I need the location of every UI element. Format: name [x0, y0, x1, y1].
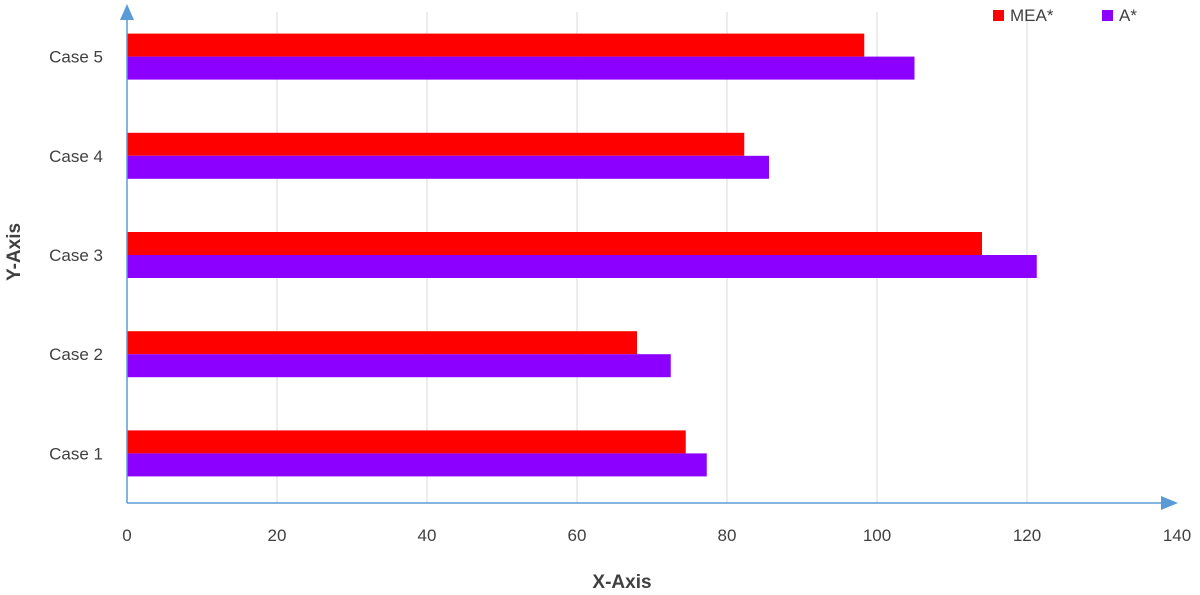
y-axis-title: Y-Axis: [4, 223, 25, 281]
y-tick-label: Case 2: [49, 345, 103, 364]
y-tick-label: Case 4: [49, 147, 103, 166]
legend: MEA* A*: [993, 6, 1137, 25]
x-tick-label: 80: [718, 526, 737, 545]
bar: [127, 232, 982, 255]
bar: [127, 453, 707, 477]
bar: [127, 255, 1037, 278]
x-tick-labels: 0 20 40 60 80 100 120 140: [122, 526, 1191, 545]
x-tick-label: 20: [268, 526, 287, 545]
x-tick-label: 120: [1013, 526, 1041, 545]
x-tick-label: 40: [418, 526, 437, 545]
x-axis-title: X-Axis: [592, 572, 651, 593]
y-tick-label: Case 3: [49, 246, 103, 265]
bar: [127, 331, 637, 355]
legend-label: MEA*: [1010, 6, 1054, 25]
axes: [120, 4, 1178, 510]
bar: [127, 430, 686, 454]
y-tick-label: Case 1: [49, 444, 103, 463]
bar: [127, 354, 671, 378]
legend-swatch: [993, 10, 1004, 21]
x-tick-label: 60: [568, 526, 587, 545]
y-tick-labels: Case 1 Case 2 Case 3 Case 4 Case 5: [49, 48, 103, 464]
x-tick-label: 0: [122, 526, 131, 545]
bar: [127, 155, 769, 179]
bar: [127, 56, 915, 80]
x-axis-arrow-icon: [1161, 496, 1178, 510]
bar: [127, 33, 865, 57]
legend-label: A*: [1119, 6, 1137, 25]
bar: [127, 132, 745, 156]
x-tick-label: 140: [1163, 526, 1191, 545]
legend-swatch: [1102, 10, 1113, 21]
bars: [127, 33, 1037, 477]
y-axis-arrow-icon: [120, 4, 134, 20]
x-tick-label: 100: [863, 526, 891, 545]
y-tick-label: Case 5: [49, 48, 103, 67]
